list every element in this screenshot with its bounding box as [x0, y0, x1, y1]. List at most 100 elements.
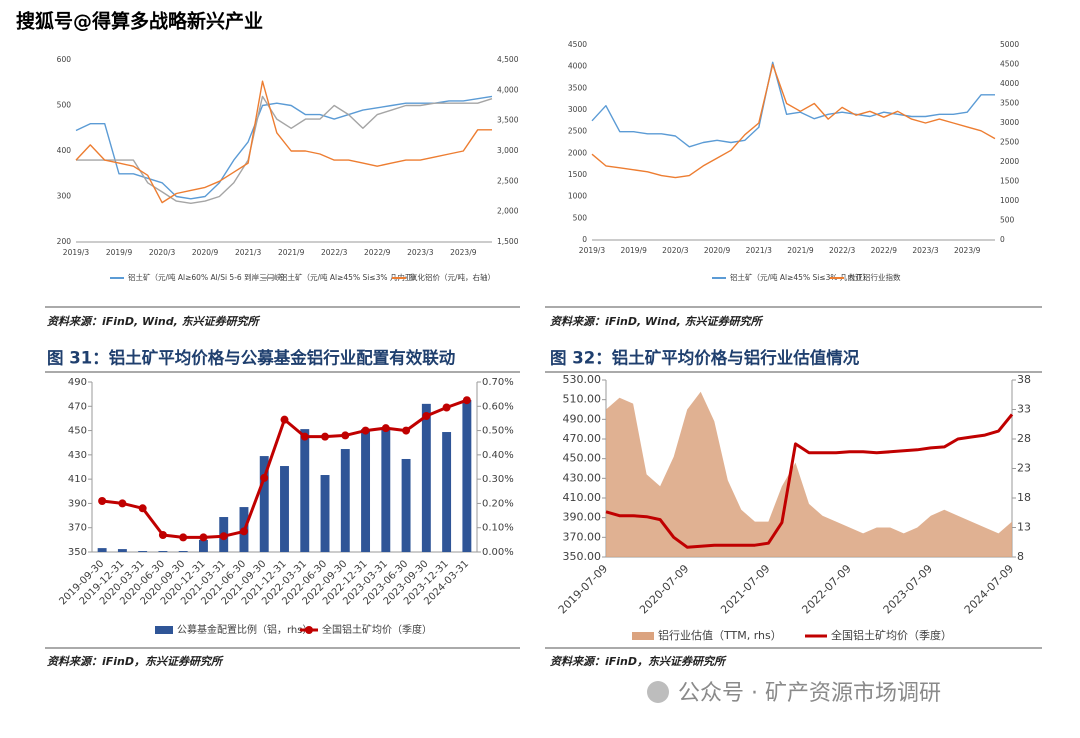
legend-swatch: [155, 626, 173, 634]
y-tick-label: 0: [582, 235, 587, 244]
bar: [462, 399, 472, 552]
y2-tick-label: 8: [1017, 550, 1024, 563]
y-tick-label: 390.00: [563, 511, 602, 524]
marker: [239, 527, 248, 536]
y-tick-label: 410: [68, 474, 87, 485]
y2-tick-label: 0.70%: [482, 377, 514, 388]
x-tick-label: 2020/3: [149, 248, 176, 257]
bar: [361, 429, 371, 552]
y2-tick-label: 0.50%: [482, 426, 514, 437]
y2-tick-label: 0: [1000, 235, 1005, 244]
y-tick-label: 470.00: [563, 432, 602, 445]
y-tick-label: 2000: [568, 148, 587, 157]
marker: [402, 426, 411, 435]
watermark: 公众号 · 矿产资源市场调研: [678, 681, 941, 706]
y-tick-label: 510.00: [563, 393, 602, 406]
figure-title: 图 31：铝土矿平均价格与公募基金铝行业配置有效联动: [47, 348, 455, 368]
x-tick-label: 2022/9: [871, 246, 898, 255]
bar: [401, 458, 411, 552]
y2-tick-label: 4000: [1000, 79, 1019, 88]
bar: [442, 432, 452, 552]
legend-label: 公募基金配置比例（铝，rhs）: [177, 623, 312, 636]
x-tick-label: 2022/9: [364, 248, 391, 257]
legend-label: 铝土矿（元/吨 Al≥45% Si≤3% 几内亚）: [730, 272, 870, 282]
legend-swatch: [305, 626, 313, 634]
x-tick-label: 2020-07-09: [637, 562, 691, 616]
y2-tick-label: 3,500: [497, 116, 519, 125]
marker: [381, 424, 390, 433]
legend-label: 铝行业估值（TTM, rhs）: [658, 628, 782, 642]
y-tick-label: 3000: [568, 105, 587, 114]
y-tick-label: 2500: [568, 127, 587, 136]
x-tick-label: 2024-07-09: [962, 562, 1016, 616]
y-tick-label: 450.00: [563, 452, 602, 465]
y2-tick-label: 1000: [1000, 196, 1019, 205]
marker: [179, 533, 188, 542]
y-tick-label: 1000: [568, 192, 587, 201]
y2-tick-label: 2000: [1000, 157, 1019, 166]
y-tick-label: 600: [57, 55, 72, 64]
legend-label: 氧化铝价（元/吨，右轴）: [410, 272, 495, 282]
y-tick-label: 4000: [568, 62, 587, 71]
watermark-icon: [647, 681, 669, 703]
bar: [138, 551, 148, 552]
line: [76, 95, 493, 204]
y2-tick-label: 3,000: [497, 146, 519, 155]
marker: [442, 403, 451, 412]
bar: [97, 548, 107, 552]
y2-tick-label: 0.20%: [482, 498, 514, 509]
y2-tick-label: 0.00%: [482, 547, 514, 558]
x-tick-label: 2022-07-09: [799, 562, 853, 616]
line: [605, 413, 1014, 549]
x-tick-label: 2022/3: [829, 246, 856, 255]
marker: [280, 415, 289, 424]
x-tick-label: 2021-07-09: [718, 562, 772, 616]
y2-tick-label: 4500: [1000, 60, 1019, 69]
marker: [138, 504, 147, 513]
y-tick-label: 500: [57, 101, 72, 110]
bar: [340, 449, 350, 552]
y2-tick-label: 33: [1017, 403, 1031, 416]
x-tick-label: 2019/3: [63, 248, 90, 257]
line: [75, 80, 492, 204]
x-tick-label: 2019/3: [579, 246, 606, 255]
y-tick-label: 200: [57, 237, 72, 246]
y-tick-label: 410.00: [563, 491, 602, 504]
y2-tick-label: 3500: [1000, 99, 1019, 108]
x-tick-label: 2021/9: [278, 248, 305, 257]
source-note: 资料来源：iFinD，东兴证券研究所: [47, 655, 224, 668]
y-tick-label: 350.00: [563, 550, 602, 563]
x-tick-label: 2020/9: [704, 246, 731, 255]
marker: [462, 396, 471, 405]
y-tick-label: 530.00: [563, 373, 602, 386]
source-note: 资料来源：iFinD，东兴证券研究所: [550, 655, 727, 668]
y-tick-label: 370: [68, 523, 87, 534]
y-tick-label: 490.00: [563, 412, 602, 425]
line: [75, 95, 493, 200]
source-note: 资料来源：iFinD, Wind, 东兴证券研究所: [550, 315, 764, 328]
x-tick-label: 2023/3: [407, 248, 434, 257]
marker: [300, 432, 309, 441]
y-tick-label: 350: [68, 547, 87, 558]
y2-tick-label: 3000: [1000, 118, 1019, 127]
y2-tick-label: 18: [1017, 491, 1031, 504]
marker: [341, 431, 350, 440]
y2-tick-label: 0.30%: [482, 474, 514, 485]
x-tick-label: 2023-07-09: [881, 562, 935, 616]
source-note: 资料来源：iFinD, Wind, 东兴证券研究所: [47, 315, 261, 328]
header-title: 搜狐号@得算多战略新兴产业: [16, 10, 263, 33]
bar: [381, 428, 391, 552]
bar: [320, 475, 330, 552]
y2-tick-label: 13: [1017, 521, 1031, 534]
y2-tick-label: 0.40%: [482, 450, 514, 461]
x-tick-label: 2020/3: [662, 246, 689, 255]
marker: [158, 531, 167, 539]
y-tick-label: 3500: [568, 83, 587, 92]
y2-tick-label: 1500: [1000, 177, 1019, 186]
bar: [178, 551, 188, 552]
legend-label: 全国铝土矿均价（季度）: [322, 623, 432, 636]
y-tick-label: 4500: [568, 40, 587, 49]
marker: [118, 499, 127, 508]
marker: [219, 532, 228, 541]
